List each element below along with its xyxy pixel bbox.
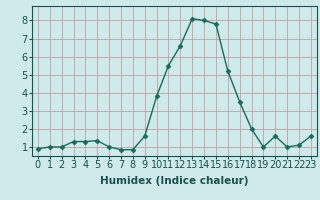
X-axis label: Humidex (Indice chaleur): Humidex (Indice chaleur) [100, 176, 249, 186]
